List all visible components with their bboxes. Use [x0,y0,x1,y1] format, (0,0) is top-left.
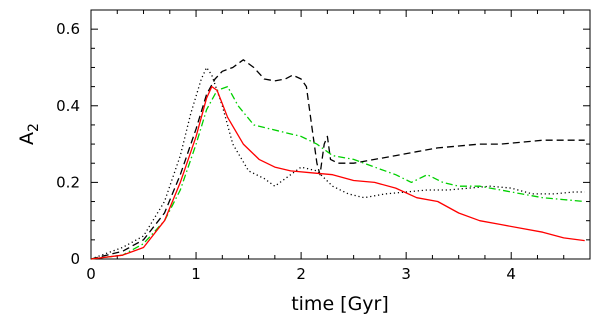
series-line-dashdot [90,85,585,260]
y-axis-label: A2 [16,123,42,145]
y-tick-label: 0.4 [56,97,80,115]
series-layer [90,59,585,260]
y-tick-label: 0.6 [56,20,80,38]
series-line-dotted [90,66,585,260]
series-line-dashed [90,59,585,260]
x-tick-label: 0 [86,265,96,283]
series-line-solid [90,85,585,260]
x-axis-label: time [Gyr] [291,293,389,315]
y-axis-label-subscript: 2 [26,123,42,132]
axis-ticks: 0 1 2 3 4 0 0.2 0.4 0.6 [56,9,591,283]
y-axis-label-main: A [16,132,38,145]
x-tick-label: 2 [296,265,306,283]
x-tick-label: 3 [401,265,411,283]
y-tick-label: 0 [70,250,80,268]
plot-frame [90,9,591,260]
y-tick-label: 0.2 [56,173,80,191]
x-tick-label: 1 [191,265,201,283]
x-tick-label: 4 [506,265,516,283]
